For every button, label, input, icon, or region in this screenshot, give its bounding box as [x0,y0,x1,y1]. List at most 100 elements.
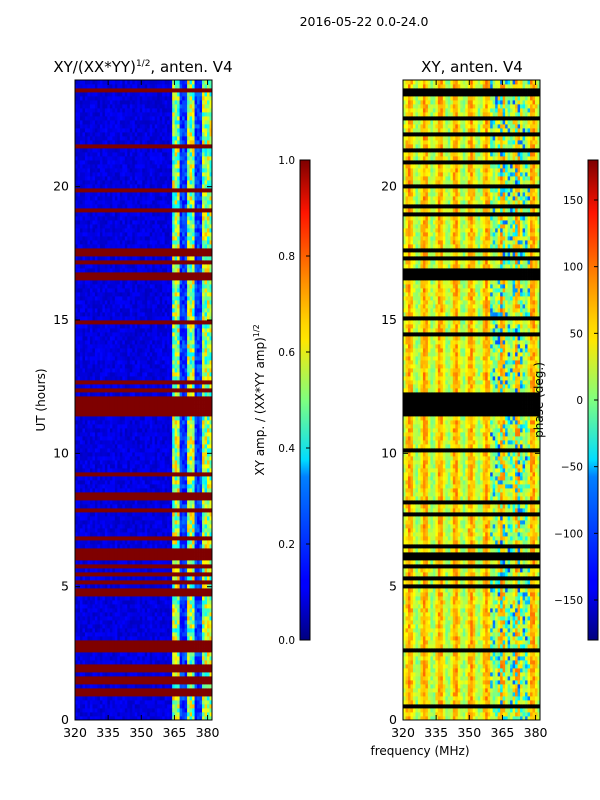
heatmap-cell [125,456,128,460]
heatmap-cell [190,452,193,456]
heatmap-cell [190,532,193,536]
heatmap-cell [80,620,83,624]
heatmap-cell [175,412,178,416]
heatmap-cell [102,708,105,712]
heatmap-cell [180,380,183,384]
heatmap-cell [195,596,198,600]
heatmap-cell [207,388,210,392]
heatmap-cell [157,512,160,516]
heatmap-cell [172,400,175,404]
heatmap-cell [85,432,88,436]
heatmap-cell [125,668,128,672]
heatmap-cell [85,508,88,512]
heatmap-cell [185,596,188,600]
heatmap-cell [82,540,85,544]
heatmap-cell [187,636,190,640]
heatmap-cell [132,468,135,472]
heatmap-cell [165,616,168,620]
heatmap-cell [182,420,185,424]
heatmap-cell [150,684,153,688]
heatmap-cell [95,516,98,520]
heatmap-cell [167,592,170,596]
heatmap-cell [170,600,173,604]
heatmap-cell [170,624,173,628]
heatmap-cell [185,384,188,388]
heatmap-cell [140,464,143,468]
heatmap-cell [177,388,180,392]
heatmap-cell [92,656,95,660]
heatmap-cell [207,648,210,652]
heatmap-cell [122,668,125,672]
heatmap-cell [172,532,175,536]
heatmap-cell [102,484,105,488]
heatmap-cell [170,404,173,408]
heatmap-cell [127,540,130,544]
heatmap-cell [152,552,155,556]
heatmap-cell [142,504,145,508]
heatmap-cell [157,420,160,424]
heatmap-cell [165,700,168,704]
heatmap-cell [167,628,170,632]
heatmap-cell [202,488,205,492]
heatmap-cell [140,592,143,596]
heatmap-cell [192,680,195,684]
heatmap-cell [157,580,160,584]
heatmap-cell [170,684,173,688]
heatmap-cell [160,480,163,484]
heatmap-cell [80,632,83,636]
heatmap-cell [132,608,135,612]
heatmap-cell [175,488,178,492]
heatmap-cell [77,520,80,524]
heatmap-cell [152,688,155,692]
heatmap-cell [132,612,135,616]
heatmap-cell [87,404,90,408]
heatmap-cell [90,536,93,540]
heatmap-cell [132,388,135,392]
heatmap-cell [105,588,108,592]
heatmap-cell [180,376,183,380]
heatmap-cell [175,680,178,684]
heatmap-cell [152,612,155,616]
heatmap-cell [97,404,100,408]
heatmap-cell [115,468,118,472]
heatmap-cell [162,452,165,456]
heatmap-cell [127,624,130,628]
heatmap-cell [180,396,183,400]
heatmap-cell [150,468,153,472]
heatmap-cell [110,548,113,552]
heatmap-cell [110,632,113,636]
heatmap-cell [97,632,100,636]
heatmap-cell [112,692,115,696]
heatmap-cell [192,388,195,392]
heatmap-cell [205,428,208,432]
heatmap-cell [90,572,93,576]
heatmap-cell [185,532,188,536]
heatmap-cell [175,628,178,632]
heatmap-cell [200,460,203,464]
heatmap-cell [190,480,193,484]
heatmap-cell [120,576,123,580]
heatmap-cell [190,572,193,576]
heatmap-cell [182,560,185,564]
heatmap-cell [122,520,125,524]
heatmap-cell [87,660,90,664]
heatmap-cell [117,536,120,540]
heatmap-cell [127,420,130,424]
heatmap-cell [175,476,178,480]
heatmap-cell [85,584,88,588]
heatmap-cell [137,520,140,524]
heatmap-cell [185,436,188,440]
heatmap-cell [115,464,118,468]
heatmap-cell [147,392,150,396]
heatmap-cell [130,508,133,512]
heatmap-cell [172,540,175,544]
heatmap-cell [182,640,185,644]
heatmap-cell [85,620,88,624]
heatmap-cell [195,536,198,540]
heatmap-cell [187,396,190,400]
heatmap-cell [157,616,160,620]
heatmap-cell [122,496,125,500]
heatmap-cell [135,532,138,536]
heatmap-cell [200,552,203,556]
heatmap-cell [140,516,143,520]
